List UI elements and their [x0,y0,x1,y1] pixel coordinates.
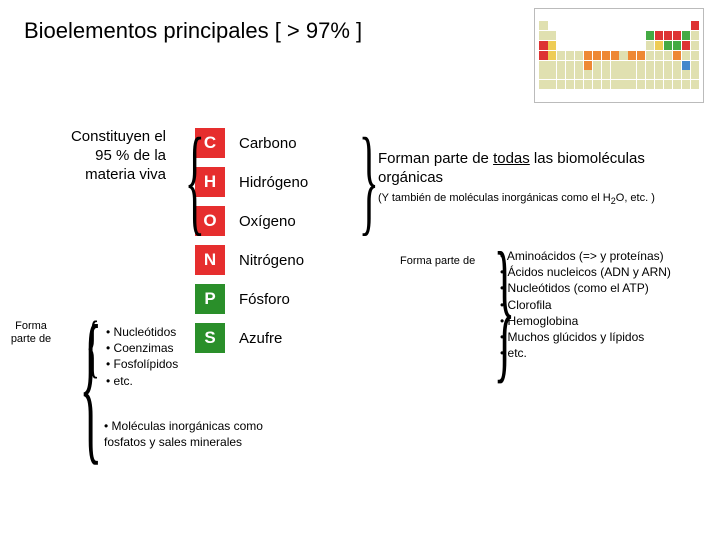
brace-icon: } [359,120,379,240]
brace-icon: { [185,120,205,240]
list-item: • Hemoglobina [500,313,710,329]
list-item: • Nucleótidos (como el ATP) [500,280,710,296]
page-title: Bioelementos principales [ > 97% ] [24,18,362,44]
element-row: S Azufre [195,323,308,353]
element-name: Fósforo [239,291,290,308]
aminoacid-list: • Aminoácidos (=> y proteínas) • Ácidos … [500,248,710,361]
list-item: • Coenzimas [106,340,196,356]
list-item: • Nucleótidos [106,324,196,340]
element-row: CCarbono [195,128,308,158]
element-row: OOxígeno [195,206,308,236]
biomolecules-note: Forman parte de todas las biomoléculas o… [378,150,708,207]
element-list: CCarbono HHidrógeno OOxígeno NNitrógeno … [195,128,308,362]
list-item: • Aminoácidos (=> y proteínas) [500,248,710,264]
element-symbol: N [195,245,225,275]
constituyen-note: Constituyen el 95 % de la materia viva [56,128,166,184]
element-name: Hidrógeno [239,174,308,191]
element-name: Azufre [239,330,282,347]
brace-icon: } [494,228,516,388]
element-row: N Nitrógeno [195,245,308,275]
list-item: • Muchos glúcidos y lípidos [500,329,710,345]
periodic-table-thumbnail [534,8,704,103]
nucleotide-list: • Nucleótidos • Coenzimas • Fosfolípidos… [106,324,196,389]
element-row: HHidrógeno [195,167,308,197]
list-item: • Fosfolípidos [106,356,196,372]
list-item: • etc. [500,345,710,361]
element-symbol: P [195,284,225,314]
element-name: Nitrógeno [239,252,304,269]
element-row: P Fósforo [195,284,308,314]
brace-icon: { [86,312,99,382]
inorganic-note: • Moléculas inorgánicas como fosfatos y … [104,418,274,450]
list-item: • Clorofila [500,297,710,313]
list-item: • etc. [106,373,196,389]
element-symbol: S [195,323,225,353]
element-name: Oxígeno [239,213,296,230]
list-item: • Ácidos nucleicos (ADN y ARN) [500,264,710,280]
element-name: Carbono [239,135,297,152]
forma-parte-n-label: Forma parte de [400,255,475,267]
forma-parte-label: Forma parte de [10,320,52,346]
